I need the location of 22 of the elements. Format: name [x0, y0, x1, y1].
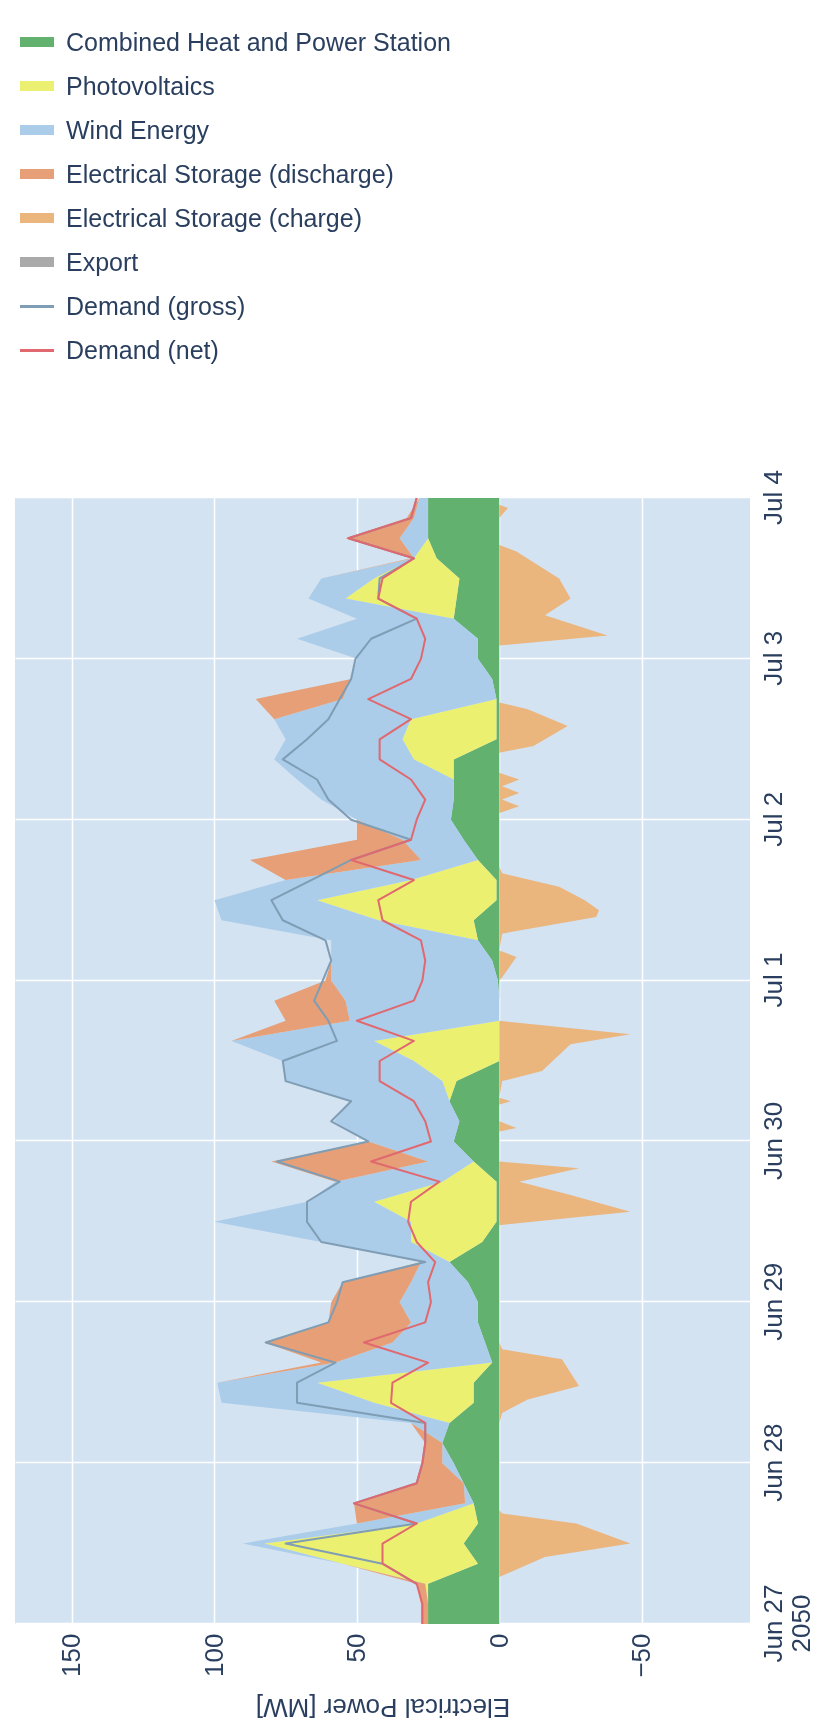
x-axis-title: Electrical Power [MW]	[255, 1692, 511, 1723]
legend-label: Wind Energy	[66, 115, 210, 145]
legend-label: Electrical Storage (discharge)	[66, 159, 394, 189]
y-tick-label: Jul 3	[757, 630, 788, 686]
x-tick-label: −50	[626, 1633, 657, 1678]
y-tick-label: Jun 30	[757, 1101, 788, 1180]
x-tick-label: 50	[341, 1633, 372, 1663]
y-tick-label: Jul 1	[757, 952, 788, 1008]
legend-label: Electrical Storage (charge)	[66, 203, 362, 233]
y-tick-label: Jun 27 2050	[757, 1584, 816, 1663]
y-tick-label: Jul 4	[757, 470, 788, 525]
legend-label: Photovoltaics	[66, 71, 215, 101]
y-tick-label: Jun 28	[757, 1423, 788, 1502]
x-tick-label: 0	[483, 1633, 514, 1648]
x-tick-label: 100	[198, 1633, 229, 1677]
y-tick-label: Jul 2	[757, 791, 788, 847]
y-tick-label: Jun 29	[757, 1262, 788, 1341]
legend-label: Demand (net)	[66, 335, 219, 365]
legend-label: Export	[66, 247, 139, 277]
legend-label: Combined Heat and Power Station	[66, 27, 451, 57]
legend-label: Demand (gross)	[66, 291, 246, 321]
x-tick-label: 150	[56, 1633, 87, 1677]
